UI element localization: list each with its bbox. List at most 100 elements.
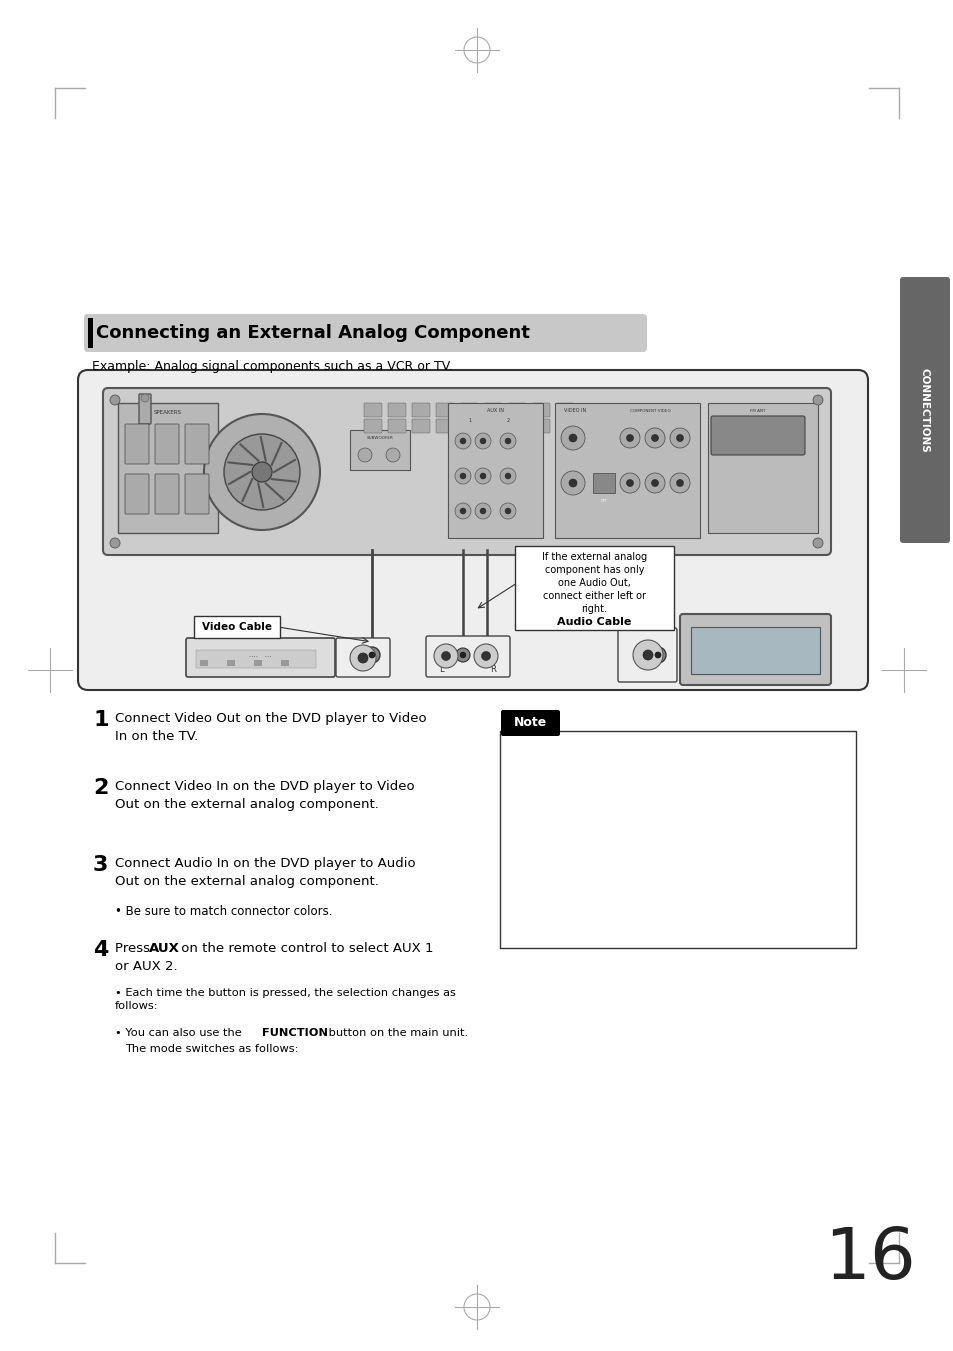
Text: Video Cable: Video Cable: [202, 621, 272, 632]
Bar: [690, 627, 820, 674]
Text: Connect Video In on the DVD player to Video
Out on the external analog component: Connect Video In on the DVD player to Vi…: [115, 780, 415, 811]
Text: SUBWOOFER: SUBWOOFER: [366, 436, 393, 440]
Bar: [448, 403, 542, 538]
Circle shape: [655, 653, 660, 658]
Circle shape: [364, 647, 379, 663]
Circle shape: [459, 508, 465, 513]
FancyBboxPatch shape: [426, 636, 510, 677]
Text: Audio Cable: Audio Cable: [557, 617, 631, 627]
Text: If the external analog
component has only
one Audio Out,
connect either left or
: If the external analog component has onl…: [541, 551, 646, 615]
Circle shape: [455, 467, 471, 484]
Circle shape: [633, 640, 662, 670]
Text: AUX: AUX: [149, 942, 180, 955]
Circle shape: [479, 473, 485, 480]
Circle shape: [475, 503, 491, 519]
FancyBboxPatch shape: [515, 546, 673, 630]
Circle shape: [676, 480, 682, 486]
FancyBboxPatch shape: [532, 419, 550, 434]
Text: SPEAKERS: SPEAKERS: [153, 411, 182, 416]
FancyBboxPatch shape: [185, 424, 209, 463]
Circle shape: [252, 462, 272, 482]
Text: button on the main unit.: button on the main unit.: [325, 1028, 468, 1038]
FancyBboxPatch shape: [556, 419, 574, 434]
Text: • Each time the button is pressed, the selection changes as
follows:: • Each time the button is pressed, the s…: [115, 988, 456, 1011]
Bar: [118, 403, 218, 534]
FancyBboxPatch shape: [556, 403, 574, 417]
Text: 2: 2: [92, 778, 109, 798]
Circle shape: [475, 467, 491, 484]
Bar: [707, 403, 817, 534]
Text: FUNCTION: FUNCTION: [262, 1028, 328, 1038]
Text: 4: 4: [92, 940, 109, 961]
FancyBboxPatch shape: [412, 419, 430, 434]
Text: or AUX 2.: or AUX 2.: [115, 961, 177, 973]
FancyBboxPatch shape: [154, 474, 179, 513]
Text: Example: Analog signal components such as a VCR or TV.: Example: Analog signal components such a…: [91, 359, 452, 373]
FancyBboxPatch shape: [459, 419, 477, 434]
Text: AUX IN: AUX IN: [486, 408, 503, 413]
Text: OPT: OPT: [599, 499, 607, 503]
FancyBboxPatch shape: [499, 731, 855, 948]
Circle shape: [369, 653, 375, 658]
Circle shape: [504, 473, 511, 480]
FancyBboxPatch shape: [618, 628, 677, 682]
FancyBboxPatch shape: [710, 416, 804, 455]
FancyBboxPatch shape: [78, 370, 867, 690]
Bar: [227, 661, 234, 666]
FancyBboxPatch shape: [532, 403, 550, 417]
Circle shape: [386, 449, 399, 462]
Text: 2: 2: [506, 419, 509, 423]
Circle shape: [649, 647, 665, 663]
Circle shape: [619, 473, 639, 493]
Text: Note: Note: [514, 716, 547, 730]
FancyBboxPatch shape: [436, 403, 454, 417]
Circle shape: [626, 480, 633, 486]
FancyBboxPatch shape: [154, 424, 179, 463]
Bar: [195, 650, 315, 667]
Circle shape: [812, 538, 822, 549]
Circle shape: [651, 435, 658, 442]
Circle shape: [560, 471, 584, 494]
Bar: [555, 403, 700, 538]
FancyBboxPatch shape: [84, 313, 646, 353]
Circle shape: [357, 449, 372, 462]
FancyBboxPatch shape: [436, 419, 454, 434]
Text: COMPONENT VIDEO: COMPONENT VIDEO: [629, 409, 670, 413]
Circle shape: [479, 438, 485, 444]
Circle shape: [499, 467, 516, 484]
FancyBboxPatch shape: [459, 403, 477, 417]
FancyBboxPatch shape: [483, 403, 501, 417]
FancyBboxPatch shape: [412, 403, 430, 417]
Text: The mode switches as follows:: The mode switches as follows:: [125, 1044, 298, 1054]
Text: • You can also use the: • You can also use the: [115, 1028, 245, 1038]
FancyBboxPatch shape: [364, 419, 381, 434]
FancyBboxPatch shape: [193, 616, 280, 638]
Circle shape: [651, 480, 658, 486]
FancyBboxPatch shape: [103, 388, 830, 555]
Circle shape: [224, 434, 299, 509]
Circle shape: [455, 434, 471, 449]
Circle shape: [642, 650, 652, 661]
Text: CONNECTIONS: CONNECTIONS: [919, 367, 929, 453]
Circle shape: [459, 473, 465, 480]
Text: Connect Audio In on the DVD player to Audio
Out on the external analog component: Connect Audio In on the DVD player to Au…: [115, 857, 416, 888]
Circle shape: [141, 394, 149, 403]
Circle shape: [479, 508, 485, 513]
Text: • If you have connected an external digital
component and also an Analog
compone: • If you have connected an external digi…: [515, 758, 748, 821]
Circle shape: [812, 394, 822, 405]
FancyBboxPatch shape: [186, 638, 335, 677]
Circle shape: [499, 503, 516, 519]
Circle shape: [644, 428, 664, 449]
FancyBboxPatch shape: [507, 403, 525, 417]
FancyBboxPatch shape: [507, 419, 525, 434]
Circle shape: [568, 480, 577, 486]
Circle shape: [504, 438, 511, 444]
Circle shape: [568, 434, 577, 442]
Text: • When you select Aux 1 or 2, you are
selecting Video 1 or 2 inputs respectively: • When you select Aux 1 or 2, you are se…: [515, 915, 741, 938]
FancyBboxPatch shape: [679, 613, 830, 685]
Circle shape: [669, 428, 689, 449]
Circle shape: [560, 426, 584, 450]
Text: L: L: [438, 666, 443, 674]
Circle shape: [459, 653, 465, 658]
Circle shape: [350, 644, 375, 671]
